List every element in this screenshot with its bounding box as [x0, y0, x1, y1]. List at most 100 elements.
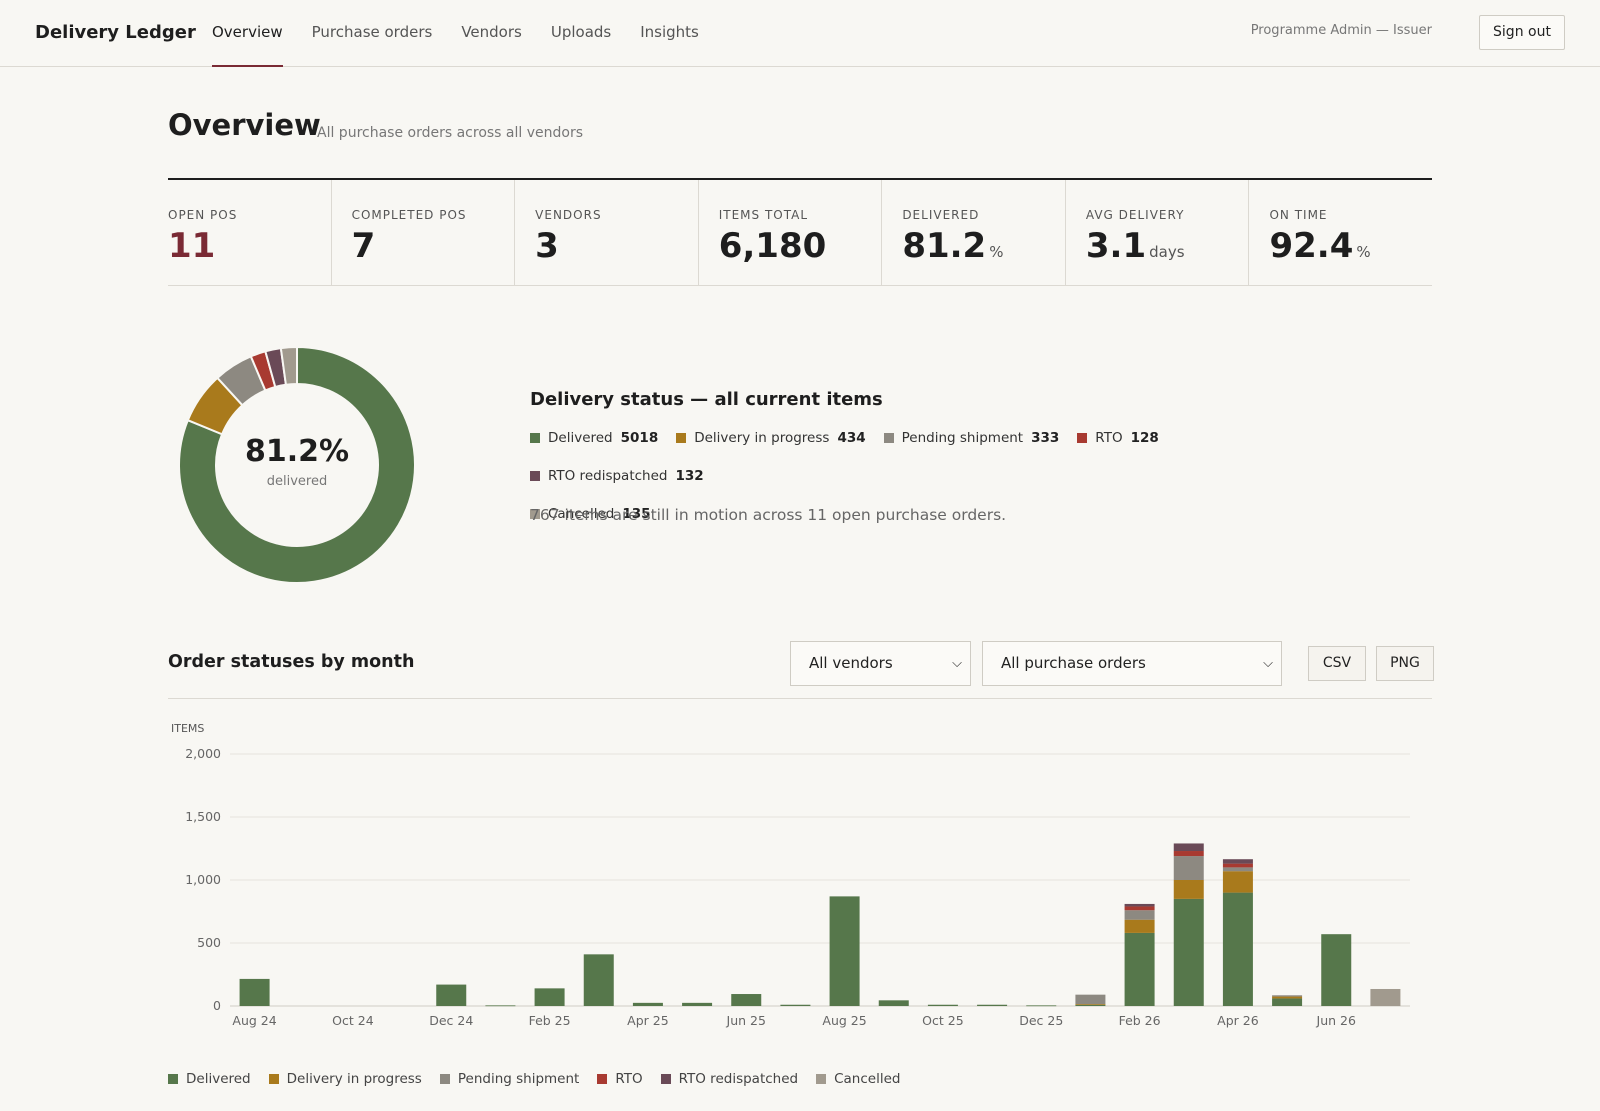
chart-legend-item-rto-redispatched: RTO redispatched — [660, 1071, 798, 1087]
x-tick-label: Oct 24 — [332, 1013, 374, 1028]
kpi-value: 3 — [535, 226, 559, 266]
kpi-strip: OPEN POS 11 COMPLETED POS 7 VENDORS 3 IT… — [168, 178, 1432, 286]
bar-pending-shipment-mar-26 — [1173, 856, 1204, 880]
legend-swatch — [1077, 433, 1088, 443]
kpi-value: 11 — [168, 226, 216, 266]
x-tick-label: Apr 25 — [627, 1013, 669, 1028]
bar-delivered-sep-25 — [878, 1000, 909, 1006]
bar-delivered-jan-25 — [485, 1005, 516, 1007]
legend-count: 434 — [837, 430, 866, 446]
bar-cancelled-jul-26 — [1370, 988, 1401, 1006]
brand-logo[interactable]: Delivery Ledger — [35, 22, 196, 43]
bar-delivered-aug-25 — [829, 896, 860, 1006]
delivery-status-legend: Delivered 5018 Delivery in progress 434 Pend… — [530, 430, 1330, 522]
kpi-open-pos: OPEN POS 11 — [168, 180, 331, 285]
chevron-down-icon: ⌵ — [1263, 656, 1273, 671]
bar-delivered-oct-25 — [927, 1004, 958, 1006]
vendor-filter-select[interactable]: All vendors ⌵ — [790, 641, 971, 686]
nav-vendors[interactable]: Vendors — [461, 23, 522, 41]
nav-insights[interactable]: Insights — [640, 23, 699, 41]
png-export-button[interactable]: PNG — [1376, 646, 1434, 681]
main-nav: Overview Purchase orders Vendors Uploads… — [212, 0, 728, 67]
legend-swatch — [168, 1074, 178, 1084]
kpi-unit: % — [1356, 243, 1371, 261]
bar-delivery-in-progress-mar-26 — [1173, 880, 1204, 899]
bar-delivered-may-26 — [1272, 998, 1303, 1006]
legend-count: 5018 — [620, 430, 659, 446]
sign-out-button[interactable]: Sign out — [1479, 15, 1565, 50]
kpi-value: 3.1 days — [1085, 226, 1185, 266]
x-tick-label: Aug 25 — [822, 1013, 866, 1028]
page-title: Overview — [168, 108, 321, 142]
csv-export-button[interactable]: CSV — [1308, 646, 1366, 681]
nav-overview[interactable]: Overview — [212, 0, 283, 67]
bar-delivery-in-progress-feb-26 — [1124, 919, 1155, 933]
legend-item-delivery-in-progress: Delivery in progress 434 — [676, 430, 866, 446]
bar-rto-redispatched-apr-26 — [1222, 859, 1253, 864]
legend-label: Cancelled — [548, 506, 615, 522]
nav-purchase-orders[interactable]: Purchase orders — [311, 23, 433, 41]
delivery-status-note: 767 items are still in motion across 11 … — [530, 506, 1007, 524]
x-tick-label: Jun 26 — [1316, 1013, 1356, 1028]
y-tick-label: 500 — [197, 935, 221, 950]
bar-rto-apr-26 — [1222, 863, 1253, 868]
kpi-label: ITEMS TOTAL — [718, 208, 809, 222]
legend-label: RTO redispatched — [548, 468, 668, 484]
top-bar: Delivery Ledger Overview Purchase orders… — [0, 0, 1600, 67]
bar-delivered-jun-25 — [731, 994, 762, 1006]
legend-swatch — [530, 509, 540, 519]
x-tick-label: Aug 24 — [232, 1013, 276, 1028]
kpi-avg-delivery: AVG DELIVERY 3.1 days — [1064, 180, 1249, 285]
kpi-label: ON TIME — [1269, 208, 1328, 222]
x-tick-label: Feb 25 — [529, 1013, 571, 1028]
donut-slice-delivered — [178, 345, 416, 584]
nav-uploads[interactable]: Uploads — [550, 23, 612, 41]
bar-delivered-nov-25 — [977, 1004, 1008, 1006]
y-tick-label: 2,000 — [185, 746, 221, 761]
legend-swatch — [439, 1074, 450, 1084]
chart-legend-item-pending-shipment: Pending shipment — [439, 1071, 579, 1087]
po-filter-value: All purchase orders — [1001, 654, 1146, 672]
y-tick-label: 1,500 — [185, 809, 221, 824]
page-subtitle: All purchase orders across all vendors — [317, 125, 584, 141]
monthly-status-chart: ITEMS 2,000 1,500 1,000 500 0 Aug 24 Oct 24 Dec … — [171, 722, 1410, 1028]
bar-delivered-apr-26 — [1222, 892, 1253, 1006]
chart-legend-item-rto: RTO — [597, 1071, 643, 1087]
legend-count: 128 — [1130, 430, 1159, 446]
kpi-value: 92.4% — [1269, 226, 1371, 266]
legend-count: 135 — [622, 506, 651, 522]
bar-delivered-mar-26 — [1173, 898, 1204, 1006]
donut-chart — [178, 345, 416, 584]
bar-delivery-in-progress-may-26 — [1272, 996, 1303, 999]
kpi-value: 6,180 — [718, 226, 827, 266]
bar-pending-shipment-may-26 — [1272, 995, 1303, 997]
po-filter-select[interactable]: All purchase orders ⌵ — [982, 641, 1282, 686]
bar-delivered-apr-25 — [632, 1002, 663, 1006]
legend-label: Delivery in progress — [694, 430, 830, 446]
legend-item-rto-redispatched: RTO redispatched 132 — [530, 468, 704, 484]
kpi-on-time: ON TIME 92.4% — [1248, 180, 1432, 285]
chart-legend-item-delivery-in-progress: Delivery in progress — [268, 1071, 422, 1087]
legend-item-cancelled: Cancelled 135 — [530, 506, 1330, 522]
chart-legend-item-delivered: Delivered — [168, 1071, 251, 1087]
monthly-section-title: Order statuses by month — [168, 652, 415, 672]
bar-delivered-dec-25 — [1026, 1005, 1057, 1007]
bar-delivered-aug-24 — [239, 978, 270, 1006]
kpi-items-total: ITEMS TOTAL 6,180 — [697, 180, 882, 285]
bar-delivered-feb-26 — [1124, 932, 1155, 1006]
x-tick-label: Feb 26 — [1119, 1013, 1161, 1028]
bar-pending-shipment-jan-26 — [1075, 994, 1106, 1005]
legend-swatch — [883, 433, 894, 443]
x-tick-label: Oct 25 — [922, 1013, 964, 1028]
legend-item-pending-shipment: Pending shipment 333 — [883, 430, 1059, 446]
bar-delivered-jul-25 — [780, 1004, 811, 1006]
vendor-filter-value: All vendors — [809, 654, 893, 672]
bar-delivered-jan-26 — [1075, 1004, 1106, 1006]
kpi-value: 7 — [351, 226, 376, 266]
chart-legend: Delivered Delivery in progress Pending shi… — [168, 1071, 900, 1087]
kpi-unit: % — [989, 243, 1004, 261]
y-tick-label: 0 — [213, 998, 221, 1013]
legend-count: 132 — [675, 468, 704, 484]
legend-label: RTO — [615, 1071, 643, 1087]
legend-swatch — [530, 471, 540, 481]
